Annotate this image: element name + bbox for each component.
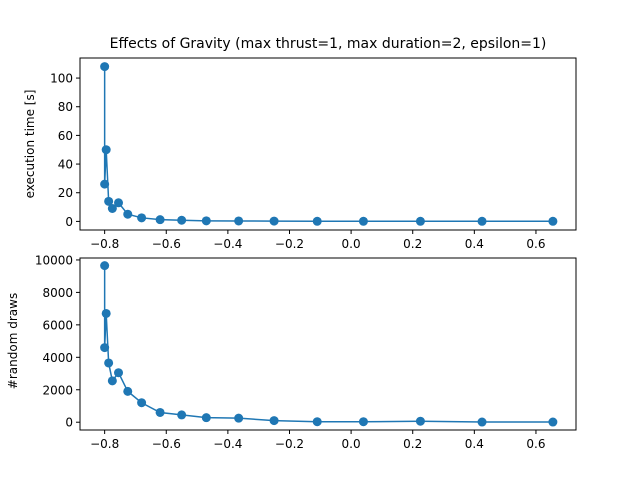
bottom-data-point [123, 386, 133, 396]
top-data-point [234, 216, 244, 226]
top-x-tick-label: 0.0 [342, 237, 361, 251]
top-data-point [123, 209, 133, 219]
bottom-y-tick-label: 8000 [42, 286, 73, 300]
bottom-data-point [100, 343, 110, 353]
bottom-data-point [548, 417, 558, 427]
bottom-x-tick-label: 0.2 [403, 437, 422, 451]
top-data-point [177, 215, 187, 225]
bottom-data-point [177, 410, 187, 420]
top-data-point [137, 213, 147, 223]
top-y-tick-label: 60 [58, 129, 73, 143]
bottom-data-point [201, 413, 211, 423]
bottom-series-line [103, 265, 553, 423]
top-data-point [358, 216, 368, 226]
top-data-point [548, 216, 558, 226]
top-data-point [114, 198, 124, 208]
bottom-x-tick-label: −0.6 [152, 437, 181, 451]
top-y-tick-label: 20 [58, 186, 73, 200]
top-data-point [312, 216, 322, 226]
top-data-point [100, 62, 110, 72]
bottom-x-tick-label: −0.2 [275, 437, 304, 451]
top-x-tick-label: 0.4 [465, 237, 484, 251]
bottom-y-tick-label: 6000 [42, 318, 73, 332]
bottom-axes-frame [79, 257, 577, 431]
top-data-point [104, 196, 114, 206]
bottom-data-point [269, 416, 279, 426]
bottom-y-tick-label: 4000 [42, 351, 73, 365]
top-subplot: −0.8 −0.6 −0.4 −0.2 0.0 0.2 0.4 0.6 0 20 40 60 80 100 [50, 57, 577, 251]
top-y-axis-label: execution time [s] [23, 90, 37, 199]
top-x-tick-label: −0.8 [90, 237, 119, 251]
top-series-line [103, 66, 553, 223]
bottom-data-point [358, 417, 368, 427]
bottom-x-tick-label: 0.4 [465, 437, 484, 451]
bottom-y-tick-label: 2000 [42, 383, 73, 397]
top-data-point [155, 215, 165, 225]
top-x-tick-label: 0.6 [526, 237, 545, 251]
bottom-data-point [104, 358, 114, 368]
bottom-data-point [312, 417, 322, 427]
bottom-data-point [101, 308, 111, 318]
top-x-tick-label: −0.6 [152, 237, 181, 251]
bottom-subplot: −0.8 −0.6 −0.4 −0.2 0.0 0.2 0.4 0.6 0 2000 4000 600… [35, 253, 577, 451]
top-y-tick-label: 0 [65, 215, 73, 229]
bottom-y-tick-label: 0 [65, 416, 73, 430]
top-data-point [107, 204, 117, 213]
bottom-x-tick-label: −0.4 [213, 437, 242, 451]
bottom-data-point [100, 261, 110, 271]
top-data-point [100, 179, 110, 189]
top-y-tick-label: 80 [58, 100, 73, 114]
top-x-tick-label: −0.4 [213, 237, 242, 251]
top-data-point [477, 216, 487, 226]
bottom-data-point [114, 368, 124, 378]
bottom-x-tick-label: −0.8 [90, 437, 119, 451]
top-data-point [201, 216, 211, 226]
bottom-data-point [477, 417, 487, 427]
top-axes-frame [79, 57, 577, 231]
top-x-tick-label: 0.2 [403, 237, 422, 251]
top-x-tick-label: −0.2 [275, 237, 304, 251]
chart-title: Effects of Gravity (max thrust=1, max du… [110, 36, 547, 52]
bottom-y-axis-label: #random draws [6, 293, 20, 389]
top-y-tick-label: 100 [50, 72, 73, 86]
top-data-point [269, 216, 279, 226]
bottom-x-tick-label: 0.0 [342, 437, 361, 451]
top-y-tick-label: 40 [58, 158, 73, 172]
bottom-data-point [234, 413, 244, 423]
bottom-x-tick-label: 0.6 [526, 437, 545, 451]
bottom-data-point [155, 407, 165, 417]
bottom-y-tick-label: 10000 [35, 253, 73, 267]
bottom-data-point [415, 416, 425, 426]
top-data-point [101, 145, 111, 155]
bottom-data-point [107, 376, 117, 386]
top-data-point [415, 216, 425, 226]
bottom-data-point [137, 398, 147, 408]
